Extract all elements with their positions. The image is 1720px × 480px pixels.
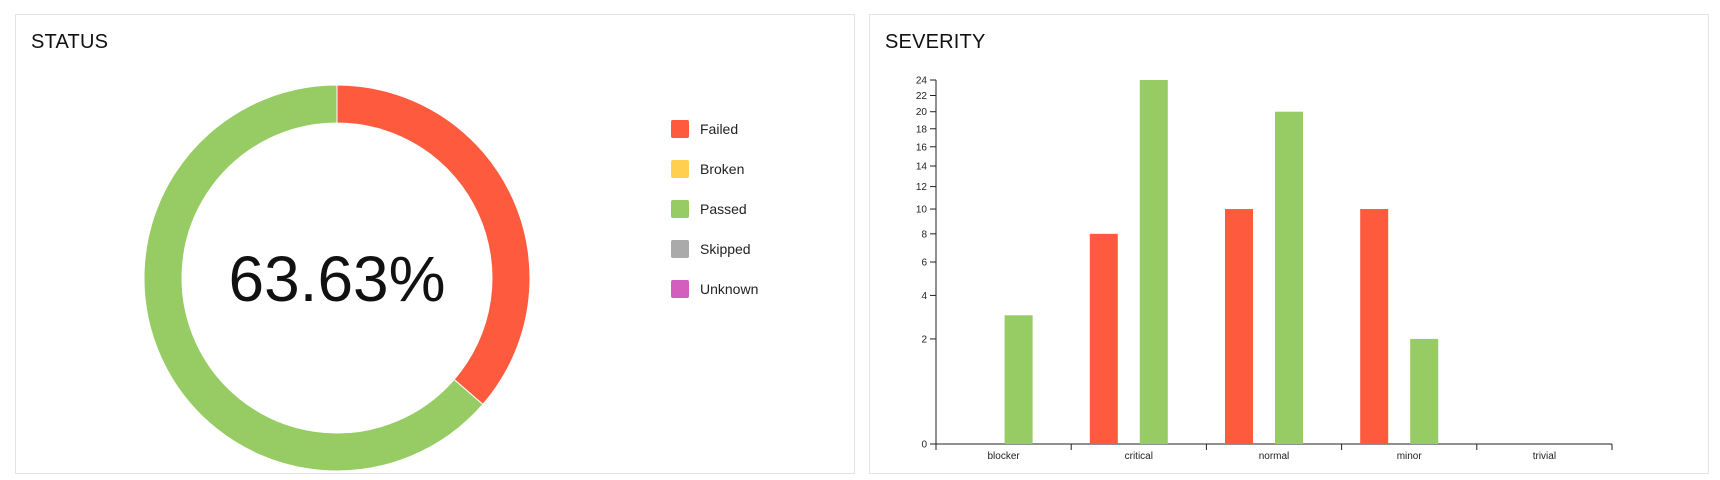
status-donut-chart: 63.63% — [143, 84, 531, 472]
y-tick-label: 20 — [916, 107, 928, 118]
legend-item-skipped[interactable]: Skipped — [671, 229, 758, 269]
legend-label: Failed — [700, 121, 739, 137]
legend-label: Passed — [700, 201, 747, 217]
bar-passed-critical[interactable] — [1139, 80, 1168, 444]
legend-item-failed[interactable]: Failed — [671, 109, 758, 149]
bar-failed-normal[interactable] — [1225, 209, 1253, 444]
y-tick-label: 0 — [921, 440, 927, 451]
status-title: STATUS — [31, 31, 109, 53]
x-tick-label-blocker: blocker — [987, 451, 1020, 462]
y-tick-label: 8 — [921, 229, 927, 240]
bar-failed-critical[interactable] — [1089, 233, 1118, 444]
x-tick-label-normal: normal — [1259, 451, 1290, 462]
legend-label: Skipped — [700, 241, 751, 257]
y-tick-label: 18 — [916, 124, 928, 135]
y-tick-label: 14 — [916, 161, 928, 172]
y-tick-label: 16 — [916, 142, 928, 153]
donut-center-percentage: 63.63% — [228, 243, 445, 315]
y-tick-label: 4 — [921, 291, 927, 302]
legend-swatch — [671, 160, 689, 178]
status-legend: Failed Broken Passed Skipped Unknown — [671, 109, 758, 309]
legend-item-unknown[interactable]: Unknown — [671, 269, 758, 309]
x-tick-label-minor: minor — [1397, 451, 1423, 462]
bar-passed-minor[interactable] — [1410, 338, 1439, 444]
y-tick-label: 24 — [916, 76, 928, 87]
legend-item-passed[interactable]: Passed — [671, 189, 758, 229]
severity-panel: SEVERITY 0 2 4 6 8 10 12 14 16 18 20 22 24 blocker cri… — [869, 14, 1709, 474]
y-tick-label: 12 — [916, 182, 928, 193]
bar-passed-normal[interactable] — [1275, 111, 1303, 445]
x-tick-label-trivial: trivial — [1533, 451, 1556, 462]
y-tick-label: 2 — [921, 334, 927, 345]
legend-label: Broken — [700, 161, 745, 177]
legend-item-broken[interactable]: Broken — [671, 149, 758, 189]
legend-swatch — [671, 120, 689, 138]
legend-swatch — [671, 280, 689, 298]
bar-failed-minor[interactable] — [1360, 209, 1389, 444]
bar-passed-blocker[interactable] — [1004, 315, 1033, 444]
legend-label: Unknown — [700, 281, 759, 297]
severity-title: SEVERITY — [885, 31, 986, 53]
donut-slice-passed[interactable] — [143, 84, 484, 472]
y-tick-label: 10 — [916, 205, 928, 216]
status-panel: STATUS 63.63% Failed Broken Passed Skipped U… — [15, 14, 855, 474]
y-tick-label: 22 — [916, 91, 928, 102]
legend-swatch — [671, 240, 689, 258]
x-tick-label-critical: critical — [1125, 451, 1153, 462]
legend-swatch — [671, 200, 689, 218]
y-tick-label: 6 — [921, 258, 927, 269]
